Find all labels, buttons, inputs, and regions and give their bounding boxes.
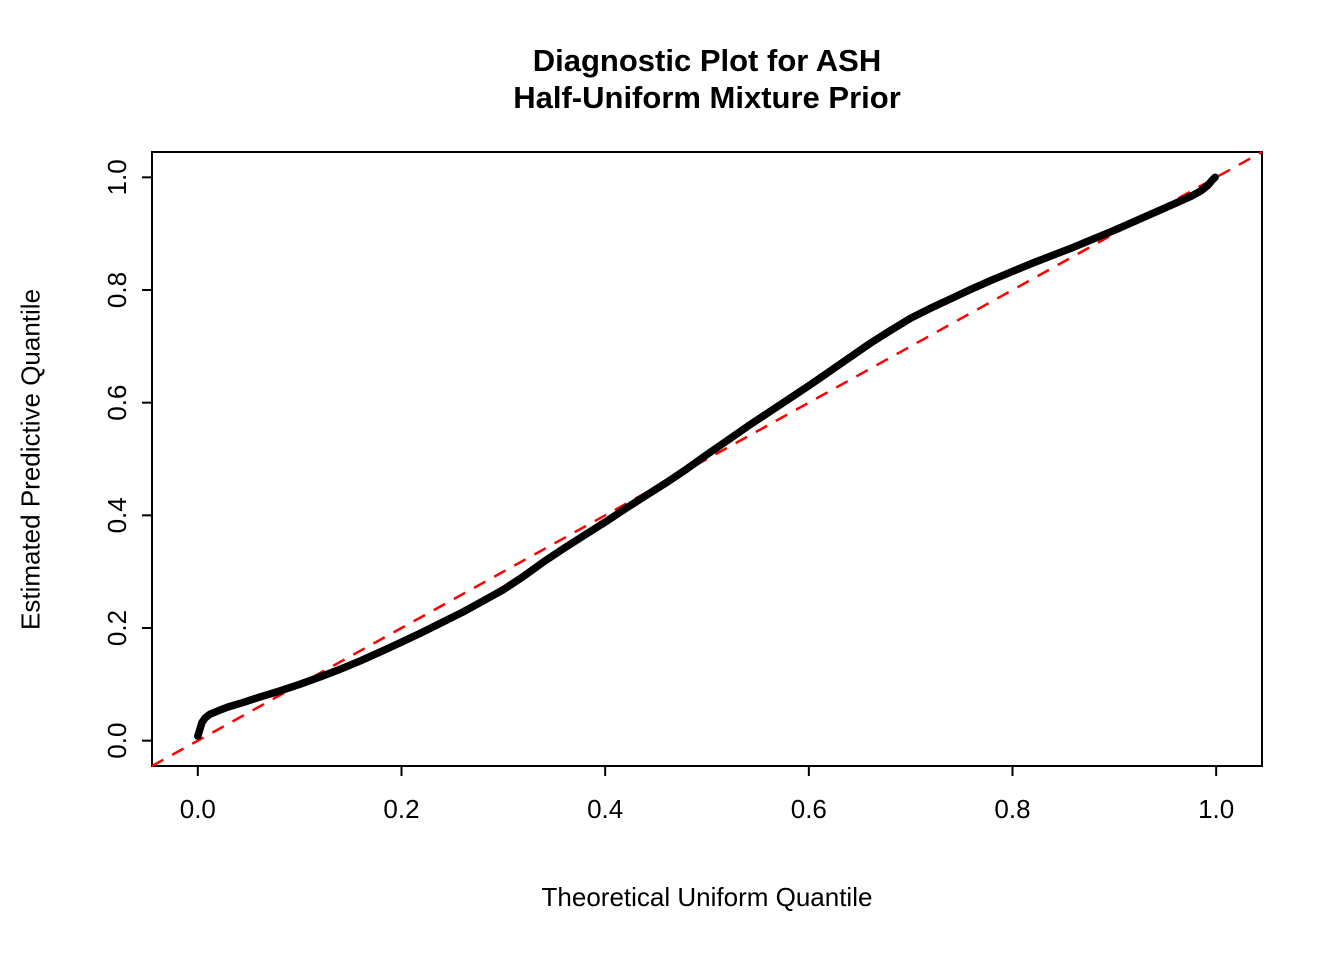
y-tick-label: 0.6 bbox=[102, 385, 132, 421]
x-axis-title: Theoretical Uniform Quantile bbox=[541, 882, 873, 912]
x-tick-label: 0.2 bbox=[383, 794, 419, 824]
y-tick-label: 0.0 bbox=[102, 723, 132, 759]
y-tick-label: 1.0 bbox=[102, 159, 132, 195]
y-axis-title: Estimated Predictive Quantile bbox=[15, 288, 46, 630]
x-tick-label: 0.6 bbox=[791, 794, 827, 824]
qq-curve bbox=[194, 173, 1219, 740]
x-tick-label: 0.0 bbox=[180, 794, 216, 824]
y-tick-label: 0.4 bbox=[102, 497, 132, 533]
chart-title-line2: Half-Uniform Mixture Prior bbox=[513, 80, 901, 115]
x-tick-label: 0.4 bbox=[587, 794, 623, 824]
chart-title: Diagnostic Plot for ASH Half-Uniform Mix… bbox=[152, 42, 1262, 116]
plot-border bbox=[151, 151, 1263, 767]
y-tick-label: 0.8 bbox=[102, 272, 132, 308]
x-tick-label: 0.8 bbox=[994, 794, 1030, 824]
reference-diagonal-line bbox=[151, 150, 1263, 768]
y-tick-label: 0.2 bbox=[102, 610, 132, 646]
x-tick-label: 1.0 bbox=[1198, 794, 1234, 824]
chart-title-line1: Diagnostic Plot for ASH bbox=[532, 43, 882, 78]
